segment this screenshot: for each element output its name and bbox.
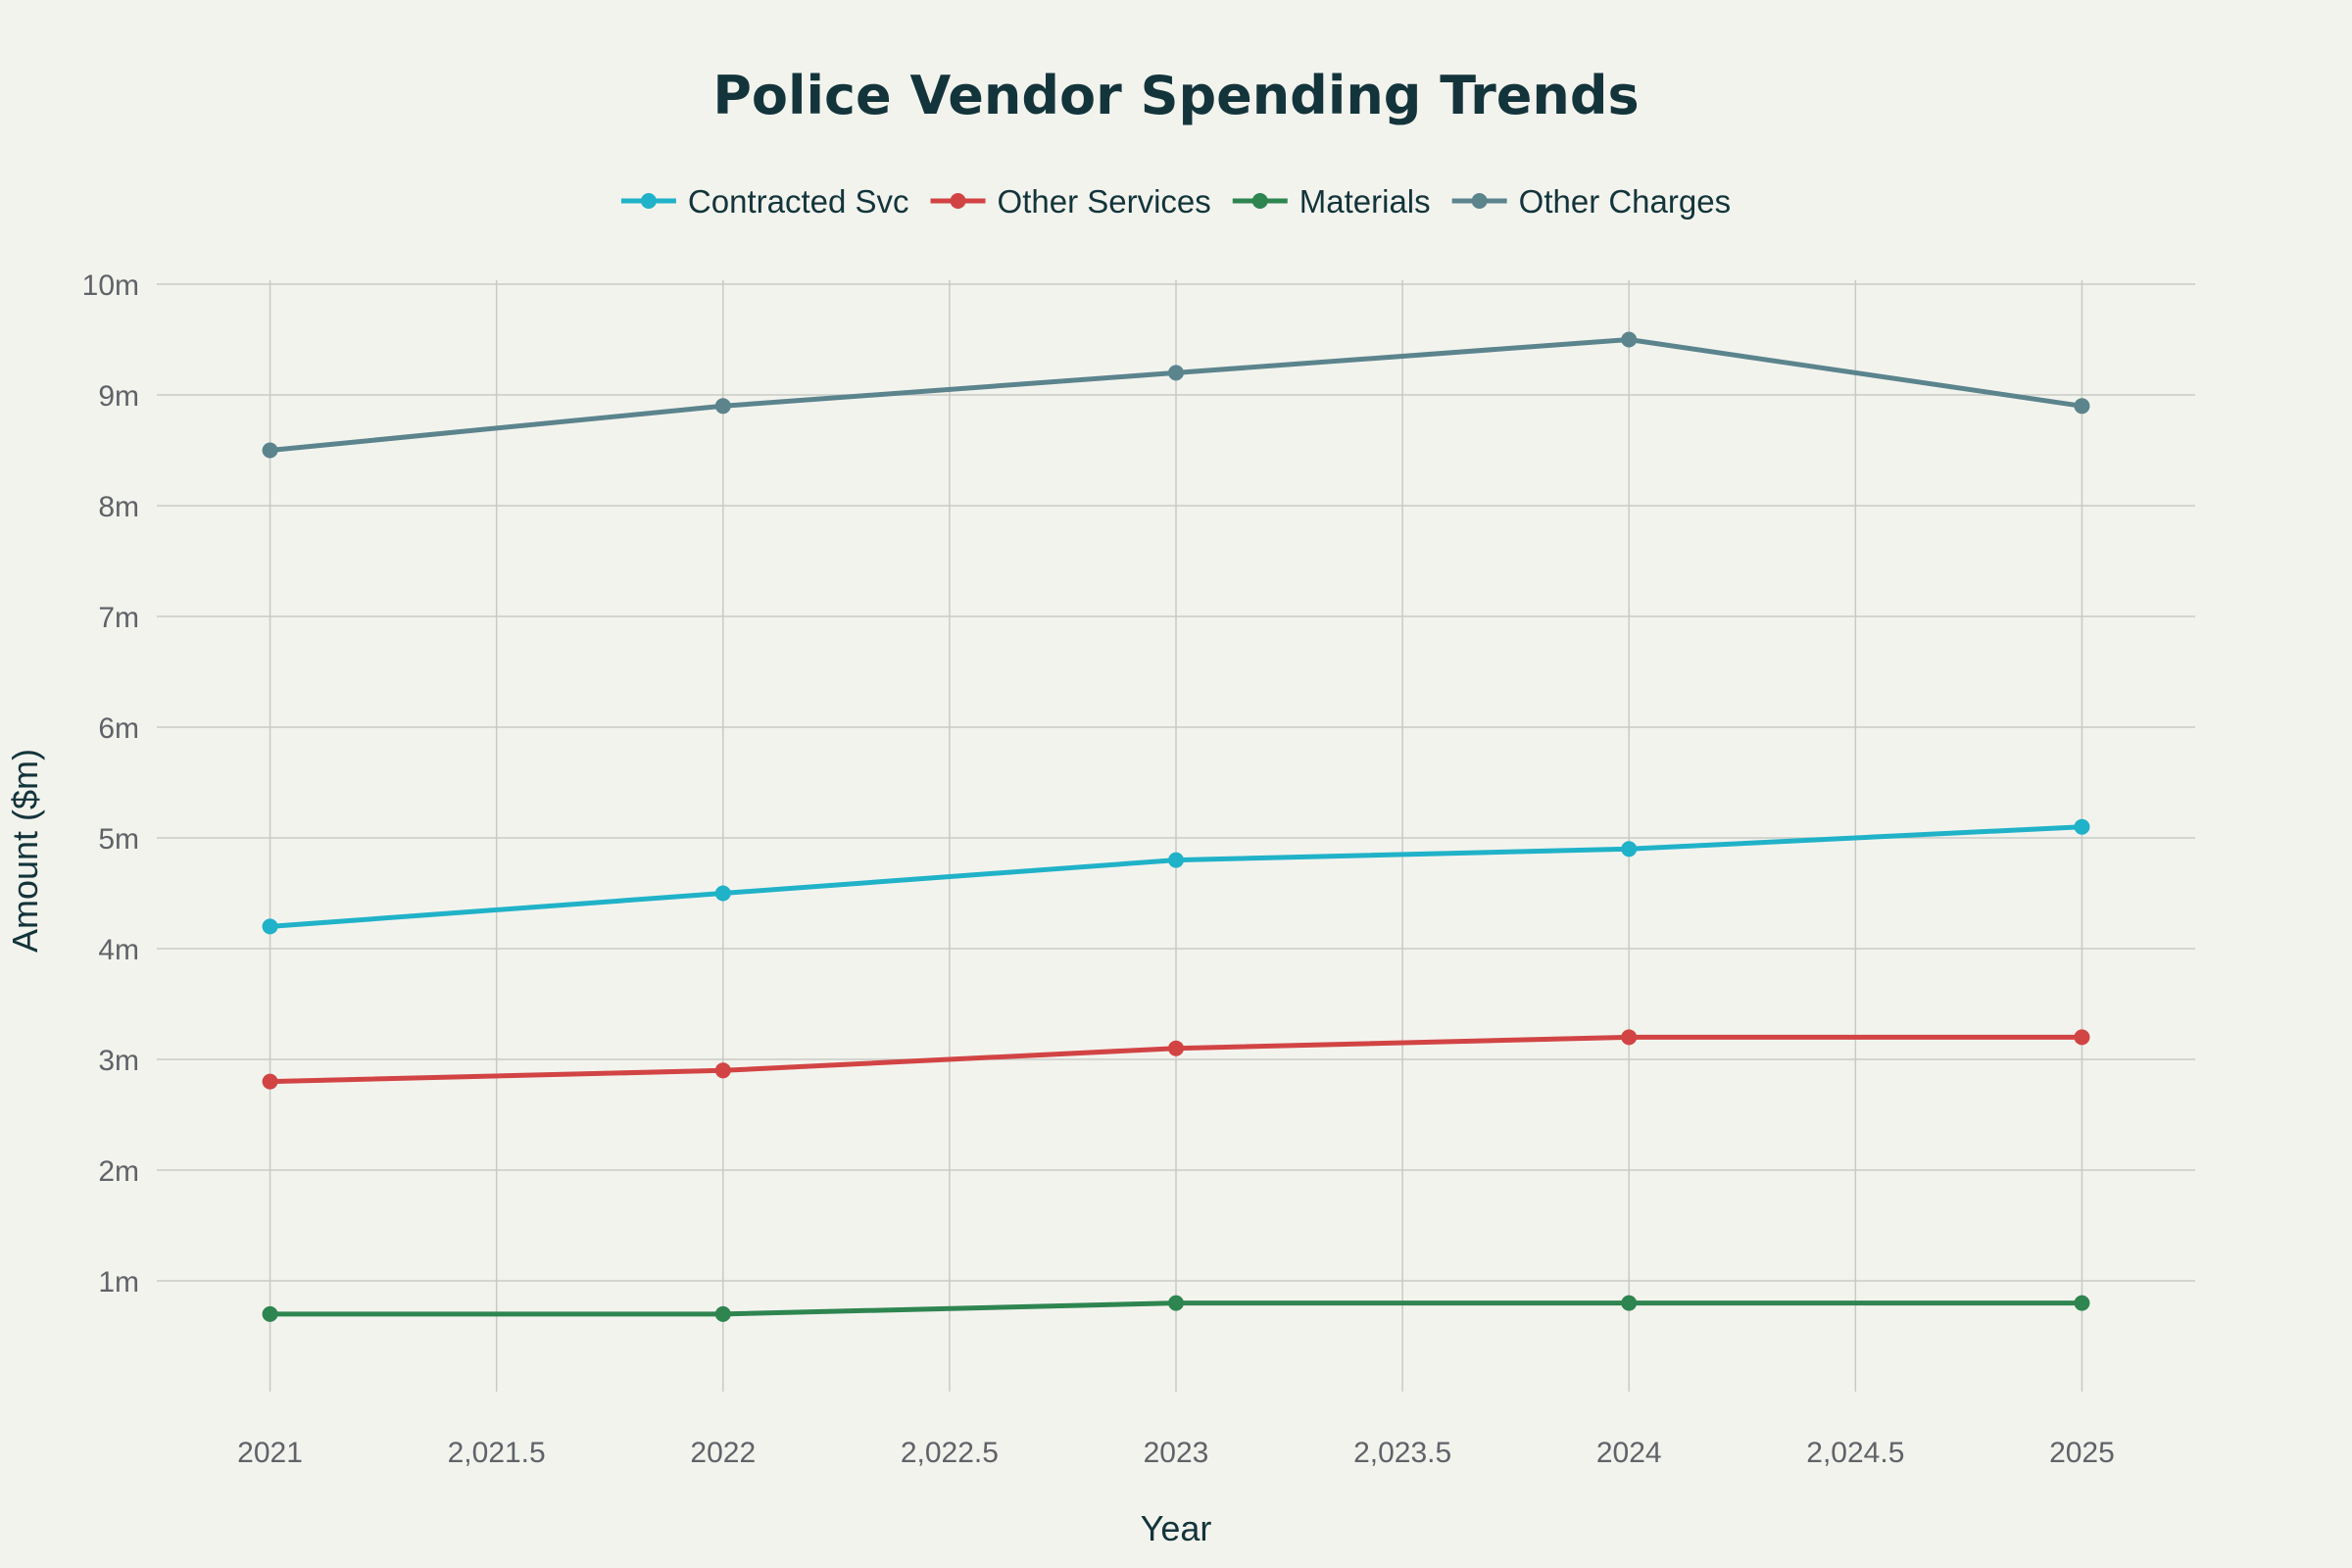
data-point [714, 1062, 731, 1079]
legend-label: Other Services [998, 183, 1211, 220]
x-tick-label: 2023 [1144, 1437, 1209, 1469]
data-point [714, 398, 731, 415]
legend-item: Contracted Svc [620, 183, 909, 220]
x-tick-label: 2021 [237, 1437, 303, 1469]
legend-label: Other Charges [1519, 183, 1731, 220]
x-tick-label: 2025 [2049, 1437, 2115, 1469]
data-point [714, 885, 731, 902]
data-point [1168, 365, 1184, 381]
data-point [262, 1073, 278, 1090]
y-tick-label: 5m [98, 823, 139, 856]
legend-label: Contracted Svc [688, 183, 909, 220]
legend: Contracted Svc Other Services Materials Oth… [620, 183, 1731, 220]
legend-swatch-marker [950, 193, 966, 209]
legend-swatch-marker [1471, 193, 1488, 209]
legend-item: Materials [1232, 183, 1431, 220]
y-axis-title: Amount ($m) [5, 749, 45, 953]
y-tick-label: 3m [98, 1045, 139, 1077]
legend-item: Other Charges [1451, 183, 1731, 220]
gridlines [157, 280, 2195, 1392]
data-point [1168, 1040, 1184, 1056]
x-axis-title: Year [1141, 1508, 1212, 1548]
data-point [262, 918, 278, 935]
data-point [1168, 852, 1184, 868]
data-point [2074, 1029, 2090, 1046]
x-tick-label: 2,022.5 [901, 1437, 999, 1469]
y-tick-label: 9m [98, 380, 139, 413]
series-group [262, 331, 2090, 1322]
y-tick-label: 1m [98, 1266, 139, 1298]
legend-label: Materials [1299, 183, 1431, 220]
data-point [262, 442, 278, 459]
data-point [2074, 398, 2090, 415]
y-tick-label: 8m [98, 491, 139, 523]
y-tick-label: 7m [98, 602, 139, 634]
data-point [2074, 818, 2090, 835]
chart-title: Police Vendor Spending Trends [712, 65, 1639, 126]
series-other-services [262, 1029, 2090, 1090]
x-tick-label: 2,024.5 [1806, 1437, 1904, 1469]
data-point [714, 1305, 731, 1322]
data-point [1621, 331, 1638, 348]
data-point [1621, 1029, 1638, 1046]
data-point [1621, 1295, 1638, 1311]
x-tick-label: 2,021.5 [448, 1437, 546, 1469]
data-point [2074, 1295, 2090, 1311]
y-axis-ticks: 1m 2m 3m 4m 5m 6m 7m 8m 9m 10m [82, 270, 139, 1298]
x-tick-label: 2024 [1596, 1437, 1662, 1469]
data-point [1168, 1295, 1184, 1311]
x-axis-ticks: 2021 2,021.5 2022 2,022.5 2023 2,023.5 2024 2,0… [237, 1437, 2115, 1469]
x-tick-label: 2,023.5 [1353, 1437, 1451, 1469]
legend-swatch-marker [1251, 193, 1268, 209]
legend-swatch-marker [640, 193, 657, 209]
data-point [1621, 841, 1638, 858]
y-tick-label: 6m [98, 712, 139, 745]
series-contracted-svc [262, 818, 2090, 935]
legend-item: Other Services [930, 183, 1211, 220]
series-other-charges [262, 331, 2090, 459]
y-tick-label: 4m [98, 934, 139, 966]
y-tick-label: 10m [82, 270, 139, 302]
y-tick-label: 2m [98, 1155, 139, 1188]
x-tick-label: 2022 [690, 1437, 756, 1469]
series-materials [262, 1295, 2090, 1322]
data-point [262, 1305, 278, 1322]
